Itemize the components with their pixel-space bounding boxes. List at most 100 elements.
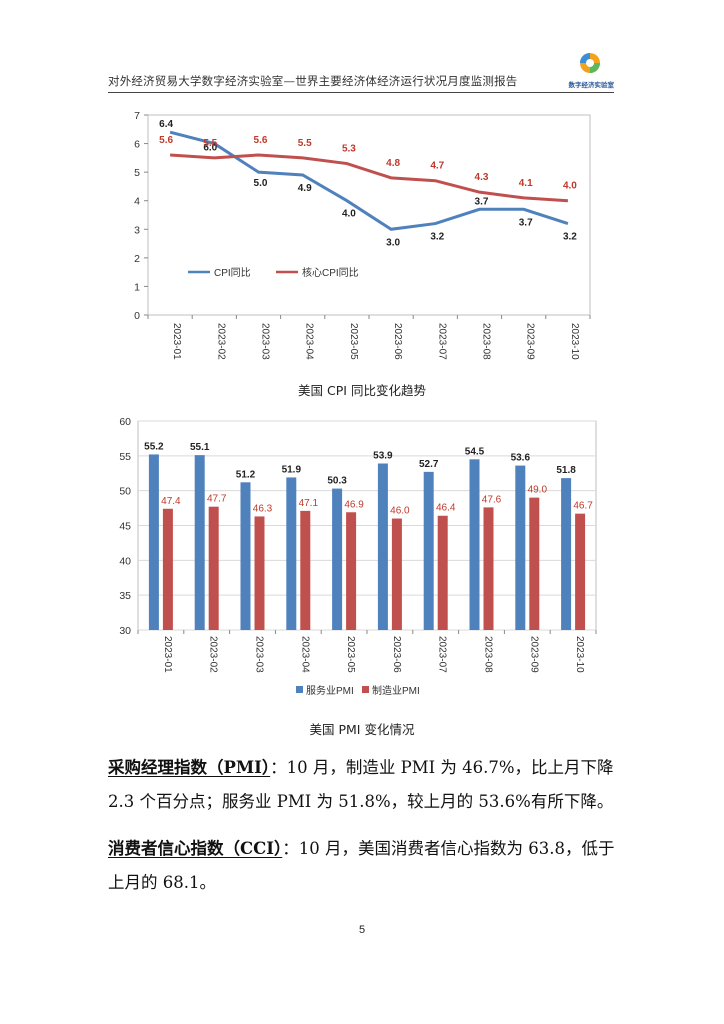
pmi-paragraph: 采购经理指数（PMI）：10 月，制造业 PMI 为 46.7%，比上月下降 2… <box>108 751 620 819</box>
series-line-0 <box>169 130 569 231</box>
y-tick-label: 0 <box>134 310 140 322</box>
y-tick-label: 60 <box>119 416 131 428</box>
data-label: 5.5 <box>203 138 217 149</box>
data-label: 5.5 <box>298 138 312 149</box>
cpi-chart-caption: 美国 CPI 同比变化趋势 <box>298 383 426 398</box>
bar-1 <box>437 515 448 630</box>
data-label: 6.0 <box>203 143 217 154</box>
legend-swatch-1 <box>362 686 369 693</box>
data-label: 47.6 <box>482 494 502 505</box>
pmi-bar-chart: 30 35 40 45 50 55 60 2023-01 55.2 47.4 2023-02 55.1… <box>119 416 597 697</box>
x-tick-label: 2023-03 <box>254 636 265 673</box>
data-label: 5.6 <box>159 135 173 146</box>
header-title: 对外经济贸易大学数字经济实验室—世界主要经济体经济运行状况月度监测报告 <box>108 74 518 88</box>
y-tick-label: 5 <box>134 167 140 179</box>
x-tick-label: 2023-06 <box>392 323 403 360</box>
x-tick-label: 2023-10 <box>574 636 585 673</box>
legend-label-1: 核心CPI同比 <box>302 266 359 279</box>
cci-heading: 消费者信心指数（CCI） <box>108 839 283 858</box>
bar-0 <box>240 482 251 630</box>
legend-swatch-0 <box>296 686 303 693</box>
data-label: 54.5 <box>465 446 485 457</box>
logo-text: 数字经济实验室 <box>568 81 615 89</box>
bar-0 <box>332 488 343 630</box>
x-tick-label: 2023-01 <box>162 636 173 673</box>
x-tick-label: 2023-02 <box>208 636 219 673</box>
bar-0 <box>515 465 526 630</box>
data-label: 53.6 <box>511 453 531 464</box>
y-tick-label: 55 <box>119 451 131 463</box>
legend-label-1: 制造业PMI <box>372 684 420 697</box>
data-label: 3.7 <box>519 217 533 228</box>
bar-0 <box>286 477 297 630</box>
data-label: 5.0 <box>254 178 268 189</box>
x-tick-label: 2023-09 <box>525 323 536 360</box>
data-label: 55.2 <box>144 441 164 452</box>
bar-1 <box>391 518 402 630</box>
bar-1 <box>483 507 494 630</box>
bar-0 <box>561 478 572 630</box>
lab-logo <box>580 53 600 73</box>
data-label: 5.3 <box>342 144 356 155</box>
data-label: 51.2 <box>236 469 256 480</box>
x-tick-label: 2023-04 <box>299 636 310 673</box>
x-tick-label: 2023-04 <box>304 323 315 360</box>
bar-1 <box>529 497 540 630</box>
y-tick-label: 1 <box>134 281 140 293</box>
bar-0 <box>423 471 434 630</box>
bar-1 <box>254 516 265 630</box>
y-tick-label: 2 <box>134 253 140 265</box>
data-label: 3.2 <box>563 232 577 243</box>
y-tick-label: 6 <box>134 139 140 151</box>
x-tick-label: 2023-01 <box>171 323 182 360</box>
bar-1 <box>575 513 586 630</box>
y-tick-label: 50 <box>119 486 131 498</box>
data-label: 46.4 <box>436 503 456 514</box>
bar-1 <box>346 512 357 630</box>
x-tick-label: 2023-10 <box>569 323 580 360</box>
x-tick-label: 2023-02 <box>215 323 226 360</box>
pmi-text: ：10 月，制造业 PMI 为 46.7%，比上月下降 2.3 个百分点；服务业… <box>108 758 614 811</box>
data-label: 4.0 <box>342 209 356 220</box>
data-label: 3.7 <box>475 196 489 207</box>
pmi-chart-caption: 美国 PMI 变化情况 <box>309 722 415 737</box>
x-tick-label: 2023-08 <box>483 636 494 673</box>
bar-0 <box>377 463 388 630</box>
y-tick-label: 40 <box>119 555 131 567</box>
x-tick-label: 2023-06 <box>391 636 402 673</box>
x-tick-label: 2023-05 <box>348 323 359 360</box>
data-label: 47.7 <box>207 494 227 505</box>
data-label: 49.0 <box>528 485 548 496</box>
x-tick-label: 2023-07 <box>437 636 448 673</box>
data-label: 4.7 <box>430 161 444 172</box>
data-label: 47.1 <box>299 498 319 509</box>
data-label: 4.0 <box>563 181 577 192</box>
cpi-line-chart: 0 1 2 3 4 5 6 7 2023-01 2023-02 2023-03 2023-04 2023… <box>134 110 591 360</box>
data-label: 46.7 <box>573 501 593 512</box>
series-line-1 <box>170 153 568 203</box>
x-tick-label: 2023-05 <box>345 636 356 673</box>
y-tick-label: 7 <box>134 110 140 122</box>
y-tick-label: 3 <box>134 224 140 236</box>
data-label: 4.8 <box>386 158 400 169</box>
data-label: 5.6 <box>254 135 268 146</box>
x-tick-label: 2023-09 <box>528 636 539 673</box>
y-tick-label: 30 <box>119 625 131 637</box>
x-tick-label: 2023-08 <box>481 323 492 360</box>
data-label: 3.0 <box>386 237 400 248</box>
data-label: 50.3 <box>327 476 347 487</box>
cci-text: ：10 月，美国消费者信心指数为 63.8，低于上月的 68.1。 <box>108 839 615 892</box>
y-tick-label: 45 <box>119 521 131 533</box>
pmi-heading: 采购经理指数（PMI） <box>108 758 271 777</box>
data-label: 53.9 <box>373 450 393 461</box>
bar-1 <box>300 510 311 630</box>
data-label: 55.1 <box>190 442 210 453</box>
data-label: 4.9 <box>298 183 312 194</box>
data-label: 4.3 <box>475 172 489 183</box>
y-tick-label: 4 <box>134 196 140 208</box>
x-tick-label: 2023-07 <box>436 323 447 360</box>
data-label: 46.9 <box>344 499 364 510</box>
y-tick-label: 35 <box>119 590 131 602</box>
legend-label-0: 服务业PMI <box>306 684 354 697</box>
data-label: 3.2 <box>430 232 444 243</box>
